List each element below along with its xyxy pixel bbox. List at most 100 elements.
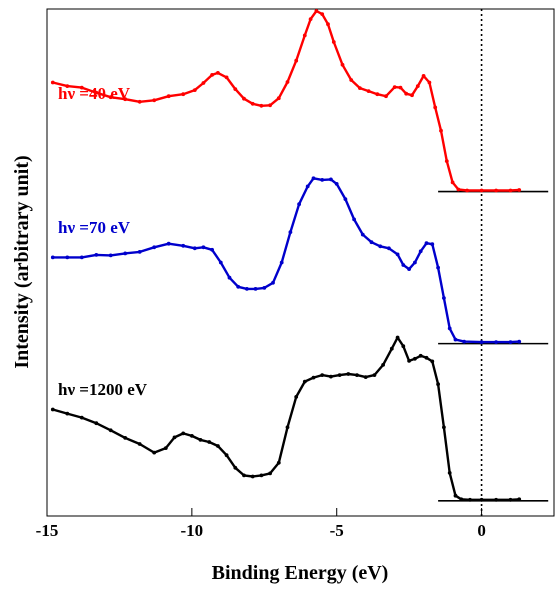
data-point (166, 241, 171, 246)
data-point (311, 375, 316, 380)
data-point (320, 373, 325, 377)
data-point (401, 344, 406, 349)
data-point (384, 94, 388, 99)
data-point (378, 244, 383, 249)
data-point (216, 444, 220, 448)
data-point (413, 356, 417, 361)
data-point (320, 178, 325, 182)
data-point (494, 340, 498, 344)
data-point (172, 435, 177, 440)
data-point (395, 252, 400, 257)
data-point (517, 497, 522, 502)
data-point (94, 90, 99, 95)
data-point (349, 78, 354, 82)
data-point (297, 202, 301, 207)
data-point (442, 296, 446, 300)
data-point (494, 188, 498, 193)
data-point (137, 250, 142, 254)
data-point (218, 260, 223, 265)
data-point (418, 353, 423, 358)
data-point (334, 182, 339, 186)
data-point (424, 241, 429, 246)
data-point (305, 184, 310, 189)
data-point (456, 187, 461, 192)
data-point (224, 453, 229, 458)
data-point (326, 22, 330, 27)
data-point (108, 428, 113, 433)
data-point (192, 246, 197, 251)
data-point (271, 280, 275, 285)
data-point (346, 372, 351, 376)
data-point (79, 255, 84, 260)
data-point (201, 245, 206, 250)
data-point (389, 346, 394, 351)
x-tick-label: -5 (330, 521, 344, 540)
series-line (52, 336, 520, 501)
data-point (360, 232, 365, 237)
x-tick-label: -10 (181, 521, 204, 540)
data-point (210, 73, 215, 77)
x-tick-label: -15 (36, 521, 59, 540)
data-point (181, 431, 186, 436)
data-point (94, 253, 99, 257)
series-label-1200ev: hν =1200 eV (58, 380, 148, 399)
data-point (245, 287, 249, 291)
data-point (439, 128, 443, 133)
data-point (268, 103, 272, 108)
data-point (123, 97, 128, 102)
data-point (363, 375, 368, 379)
x-axis-label: Binding Energy (eV) (212, 562, 389, 584)
data-point (79, 85, 84, 90)
data-point (163, 446, 168, 450)
data-point (424, 355, 429, 360)
data-point (285, 80, 290, 84)
data-point (276, 96, 281, 101)
x-axis-ticks (46, 508, 483, 516)
data-point (227, 275, 232, 280)
data-point (79, 415, 84, 420)
data-point (137, 442, 142, 446)
data-point (387, 246, 391, 251)
data-point (65, 255, 70, 260)
data-point (302, 33, 307, 38)
data-point (517, 188, 522, 192)
data-point (50, 407, 55, 412)
data-point (395, 335, 400, 340)
data-point (465, 188, 469, 193)
data-point (152, 450, 157, 455)
data-point (181, 92, 186, 97)
data-point (337, 373, 342, 377)
plot-frame (46, 8, 555, 517)
data-point (65, 84, 70, 88)
data-point (190, 434, 194, 438)
data-point (242, 96, 246, 101)
data-point (447, 326, 452, 331)
data-point (407, 267, 411, 271)
data-point (462, 339, 467, 344)
data-point (407, 359, 411, 363)
data-point (233, 465, 238, 470)
data-point (123, 251, 128, 256)
data-point (358, 86, 362, 90)
data-point (201, 81, 206, 85)
data-point (311, 176, 316, 181)
data-point (401, 263, 406, 267)
data-point (340, 62, 345, 67)
data-point (508, 340, 513, 344)
data-point (494, 497, 498, 502)
data-point (250, 474, 255, 479)
data-point (320, 12, 325, 16)
data-point (262, 286, 267, 290)
data-point (308, 17, 313, 21)
data-point (65, 411, 70, 416)
data-point (314, 9, 319, 13)
data-point (302, 379, 307, 384)
data-point (94, 421, 99, 426)
x-axis-tick-labels: -15 -10 -5 0 (36, 521, 486, 540)
data-point (375, 92, 380, 97)
y-axis-label: Intensity (arbitrary unit) (11, 155, 33, 368)
series-line (52, 177, 520, 344)
data-point (517, 339, 522, 344)
data-point (508, 188, 513, 193)
data-point (436, 382, 440, 387)
